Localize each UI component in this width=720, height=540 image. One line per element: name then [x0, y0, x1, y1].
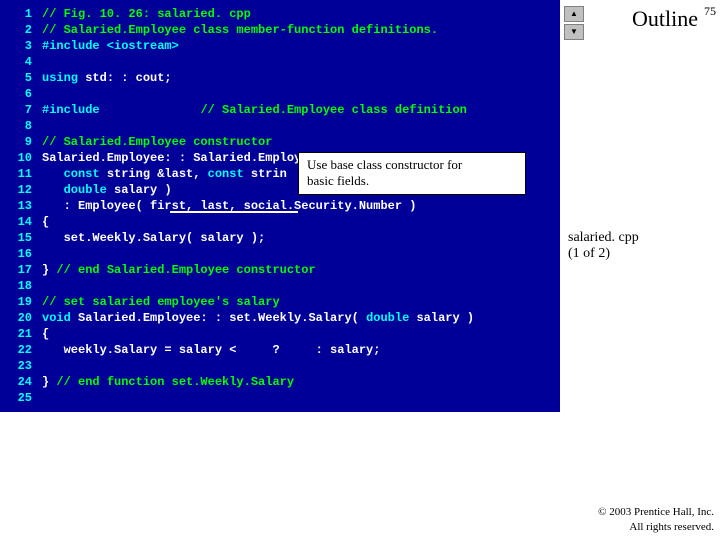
sidebar: ▲ ▼ Outline 75 salaried. cpp (1 of 2) © …: [560, 0, 720, 540]
line-number: 2: [0, 22, 42, 38]
code-line: 16: [0, 246, 560, 262]
line-number: 16: [0, 246, 42, 262]
callout-text-2: basic fields.: [307, 173, 517, 189]
nav-buttons: ▲ ▼: [564, 6, 584, 40]
code-line: 5using std: : cout;: [0, 70, 560, 86]
code-line: 21{: [0, 326, 560, 342]
code-text: void Salaried.Employee: : set.Weekly.Sal…: [42, 310, 560, 326]
code-line: 9// Salaried.Employee constructor: [0, 134, 560, 150]
line-number: 22: [0, 342, 42, 358]
callout-text-1: Use base class constructor for: [307, 157, 517, 173]
file-label-name: salaried. cpp: [568, 230, 639, 246]
copyright: © 2003 Prentice Hall, Inc. All rights re…: [598, 505, 714, 534]
line-number: 7: [0, 102, 42, 118]
line-number: 19: [0, 294, 42, 310]
line-number: 24: [0, 374, 42, 390]
line-number: 5: [0, 70, 42, 86]
code-text: [42, 246, 560, 262]
code-line: 3#include <iostream>: [0, 38, 560, 54]
code-area: 1// Fig. 10. 26: salaried. cpp2// Salari…: [0, 0, 560, 412]
code-line: 6: [0, 86, 560, 102]
line-number: 12: [0, 182, 42, 198]
code-line: 15 set.Weekly.Salary( salary );: [0, 230, 560, 246]
code-text: [42, 358, 560, 374]
line-number: 23: [0, 358, 42, 374]
code-text: [42, 118, 560, 134]
code-text: // Salaried.Employee class member-functi…: [42, 22, 560, 38]
code-line: 7#include // Salaried.Employee class def…: [0, 102, 560, 118]
code-line: 25: [0, 390, 560, 406]
line-number: 6: [0, 86, 42, 102]
code-line: 2// Salaried.Employee class member-funct…: [0, 22, 560, 38]
line-number: 21: [0, 326, 42, 342]
line-number: 20: [0, 310, 42, 326]
line-number: 13: [0, 198, 42, 214]
code-text: : Employee( first, last, social.Security…: [42, 198, 560, 214]
code-text: #include <iostream>: [42, 38, 560, 54]
code-line: 18: [0, 278, 560, 294]
code-text: {: [42, 214, 560, 230]
code-text: [42, 390, 560, 406]
code-text: [42, 86, 560, 102]
code-text: set.Weekly.Salary( salary );: [42, 230, 560, 246]
line-number: 10: [0, 150, 42, 166]
code-line: 19// set salaried employee's salary: [0, 294, 560, 310]
line-number: 25: [0, 390, 42, 406]
line-number: 18: [0, 278, 42, 294]
callout-connector: [170, 211, 298, 213]
code-text: // Fig. 10. 26: salaried. cpp: [42, 6, 560, 22]
code-line: 1// Fig. 10. 26: salaried. cpp: [0, 6, 560, 22]
code-line: 17} // end Salaried.Employee constructor: [0, 262, 560, 278]
code-line: 22 weekly.Salary = salary < ? : salary;: [0, 342, 560, 358]
down-arrow-icon: ▼: [570, 28, 578, 36]
line-number: 15: [0, 230, 42, 246]
file-label: salaried. cpp (1 of 2): [568, 230, 639, 262]
code-text: } // end function set.Weekly.Salary: [42, 374, 560, 390]
line-number: 4: [0, 54, 42, 70]
outline-heading: Outline: [632, 6, 698, 32]
line-number: 9: [0, 134, 42, 150]
code-line: 4: [0, 54, 560, 70]
code-line: 14{: [0, 214, 560, 230]
line-number: 3: [0, 38, 42, 54]
code-text: {: [42, 326, 560, 342]
line-number: 14: [0, 214, 42, 230]
code-line: 8: [0, 118, 560, 134]
copyright-line-1: © 2003 Prentice Hall, Inc.: [598, 505, 714, 519]
line-number: 1: [0, 6, 42, 22]
code-text: // Salaried.Employee constructor: [42, 134, 560, 150]
code-text: [42, 54, 560, 70]
up-arrow-icon: ▲: [570, 10, 578, 18]
code-line: 23: [0, 358, 560, 374]
line-number: 8: [0, 118, 42, 134]
copyright-line-2: All rights reserved.: [598, 520, 714, 534]
code-text: // set salaried employee's salary: [42, 294, 560, 310]
file-label-part: (1 of 2): [568, 246, 639, 262]
code-text: weekly.Salary = salary < ? : salary;: [42, 342, 560, 358]
callout-box: Use base class constructor for basic fie…: [298, 152, 526, 195]
nav-up-button[interactable]: ▲: [564, 6, 584, 22]
code-text: [42, 278, 560, 294]
code-text: #include // Salaried.Employee class defi…: [42, 102, 560, 118]
nav-down-button[interactable]: ▼: [564, 24, 584, 40]
code-line: 24} // end function set.Weekly.Salary: [0, 374, 560, 390]
line-number: 11: [0, 166, 42, 182]
page-number: 75: [704, 4, 716, 19]
code-line: 20void Salaried.Employee: : set.Weekly.S…: [0, 310, 560, 326]
line-number: 17: [0, 262, 42, 278]
code-text: using std: : cout;: [42, 70, 560, 86]
code-text: } // end Salaried.Employee constructor: [42, 262, 560, 278]
